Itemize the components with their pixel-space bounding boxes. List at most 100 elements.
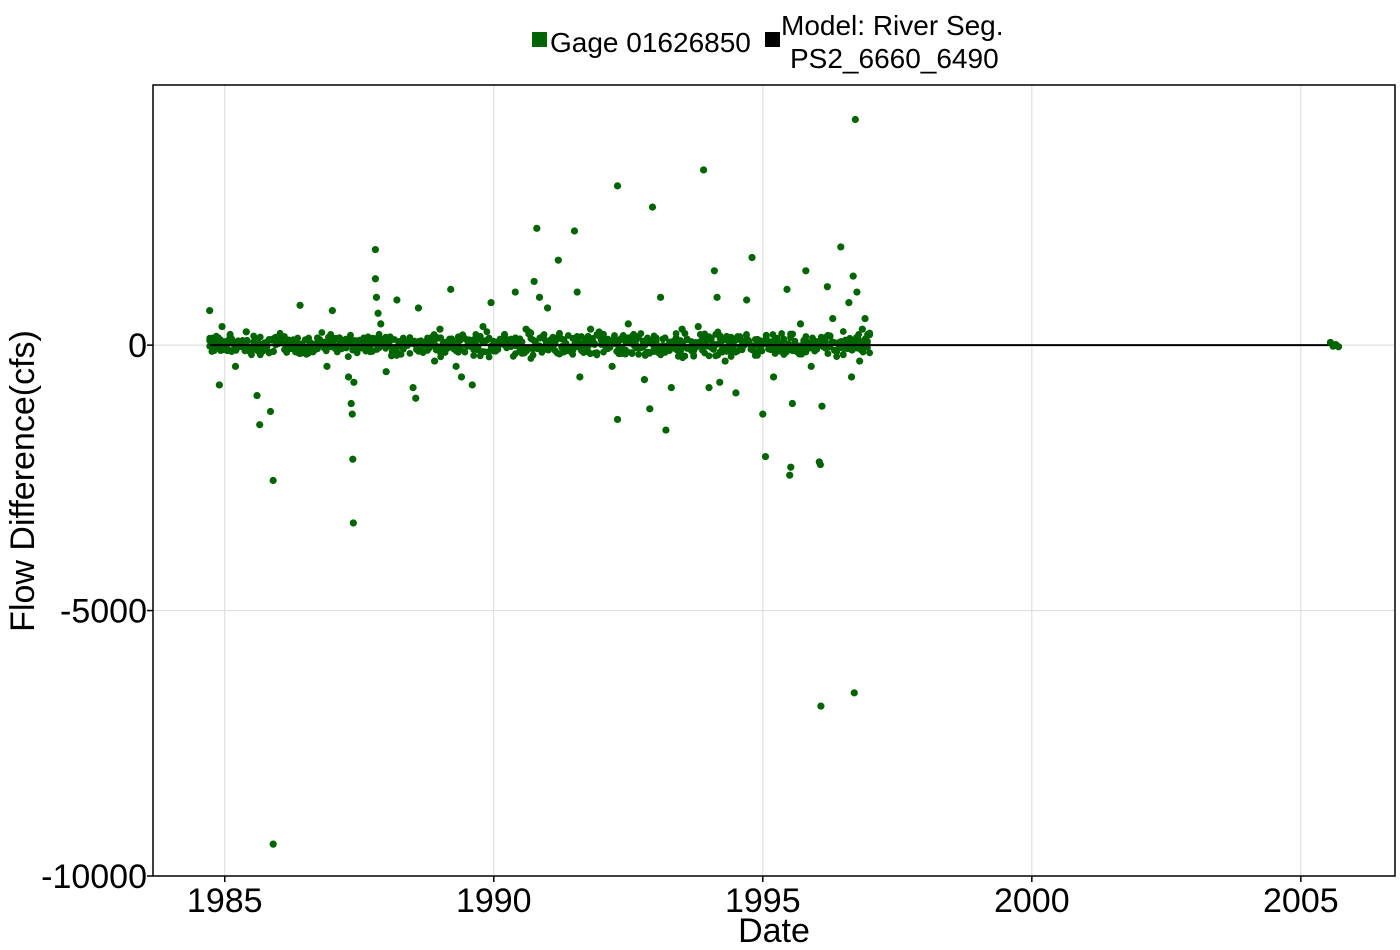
gage-point (646, 405, 654, 413)
gage-point (849, 272, 857, 280)
gage-point (347, 399, 355, 408)
gage-point (533, 224, 541, 232)
gage-point (436, 325, 444, 333)
gage-point-cluster (485, 353, 493, 361)
gage-point (769, 373, 778, 381)
gage-point (853, 288, 861, 296)
gage-point (829, 314, 837, 323)
gage-point (350, 378, 358, 386)
gage-point (667, 383, 675, 392)
legend-gage-swatch (532, 32, 547, 47)
gage-point (630, 330, 638, 339)
gage-point (705, 383, 713, 392)
gage-point (554, 256, 562, 264)
gage-point-cluster (406, 349, 414, 357)
gage-point (570, 227, 579, 235)
gage-point-cluster (705, 352, 713, 360)
gage-point (457, 373, 466, 381)
gage-point (348, 410, 356, 418)
gage-point (576, 373, 584, 381)
gage-point (382, 368, 390, 376)
gage-point-cluster (773, 334, 781, 342)
gage-point (845, 299, 853, 307)
plot-frame (152, 84, 1396, 877)
gage-point-cluster (294, 334, 302, 342)
gage-point (409, 383, 417, 392)
gage-point-cluster (690, 352, 698, 360)
gage-point-cluster (527, 329, 535, 337)
gage-point-cluster (762, 334, 770, 341)
gage-point (530, 277, 538, 286)
gage-point (807, 362, 815, 370)
gage-point (613, 182, 622, 190)
gage-point (215, 381, 223, 389)
gage-point-cluster (628, 350, 636, 358)
gage-point (850, 689, 858, 697)
gage-point (344, 373, 353, 381)
gage-point-cluster (824, 350, 832, 357)
gage-point-cluster (556, 329, 563, 337)
gage-point (608, 362, 616, 370)
gage-point (721, 357, 729, 365)
gage-point-cluster (780, 335, 788, 343)
gage-point (543, 304, 552, 312)
gage-series-points (206, 115, 1343, 848)
gage-point-cluster (518, 338, 526, 346)
gage-point (713, 293, 721, 301)
gage-point (732, 389, 740, 397)
legend-model-label-line: PS2_6660_6490 (790, 43, 999, 74)
x-axis-ticks: 1985 1990 1995 2000 2005 (187, 876, 1339, 920)
gage-point (269, 840, 277, 848)
gage-point-cluster (437, 334, 445, 342)
gage-point-cluster (681, 352, 689, 360)
x-tick-label: 1985 (187, 882, 263, 920)
y-tick-label: 0 (128, 327, 147, 365)
gage-point-cluster (637, 330, 645, 337)
gage-point (1334, 343, 1343, 351)
gage-point-cluster (344, 353, 352, 361)
gage-point-cluster (839, 328, 847, 335)
y-tick-label: -10000 (41, 858, 147, 896)
gage-point (377, 320, 385, 328)
x-tick-label: 1995 (725, 882, 801, 920)
gage-point-cluster (826, 333, 834, 340)
gage-point-cluster (635, 350, 643, 358)
gage-point-cluster (318, 329, 326, 336)
gage-point (648, 203, 657, 211)
gage-point (328, 307, 336, 315)
gage-point (393, 296, 401, 304)
gage-point (218, 322, 226, 331)
gage-point (640, 376, 649, 384)
gage-point (858, 325, 866, 333)
gage-point-cluster (461, 348, 469, 356)
gage-point-cluster (256, 333, 264, 341)
gage-point (837, 243, 845, 251)
gage-point (269, 476, 277, 485)
x-tick-label: 2005 (1263, 882, 1339, 920)
gage-point-cluster (494, 346, 502, 353)
legend-model-label: Model: River Seg. PS2_6660_6490 (781, 10, 1004, 74)
gage-point (452, 362, 460, 370)
gage-point (447, 285, 455, 293)
gage-point-cluster (397, 350, 405, 358)
gage-point (624, 320, 632, 328)
gage-point (412, 394, 420, 402)
gage-point (323, 362, 331, 370)
gage-point-cluster (707, 334, 715, 342)
x-axis-title: Date (738, 912, 810, 950)
legend-model-swatch (765, 32, 780, 47)
gage-point-cluster (866, 349, 874, 357)
gage-point-cluster (243, 336, 251, 344)
gage-point (387, 352, 396, 360)
gage-point (761, 453, 770, 461)
gage-point (535, 293, 544, 301)
gage-point (206, 307, 214, 315)
legend: Gage 01626850 Model: River Seg. PS2_6660_… (532, 10, 1004, 74)
gage-point (817, 702, 825, 710)
gage-point (301, 336, 310, 344)
gage-point-cluster (470, 352, 478, 359)
legend-gage-label: Gage 01626850 (550, 27, 751, 58)
y-tick-label: -5000 (60, 593, 147, 631)
gage-point (656, 293, 665, 301)
